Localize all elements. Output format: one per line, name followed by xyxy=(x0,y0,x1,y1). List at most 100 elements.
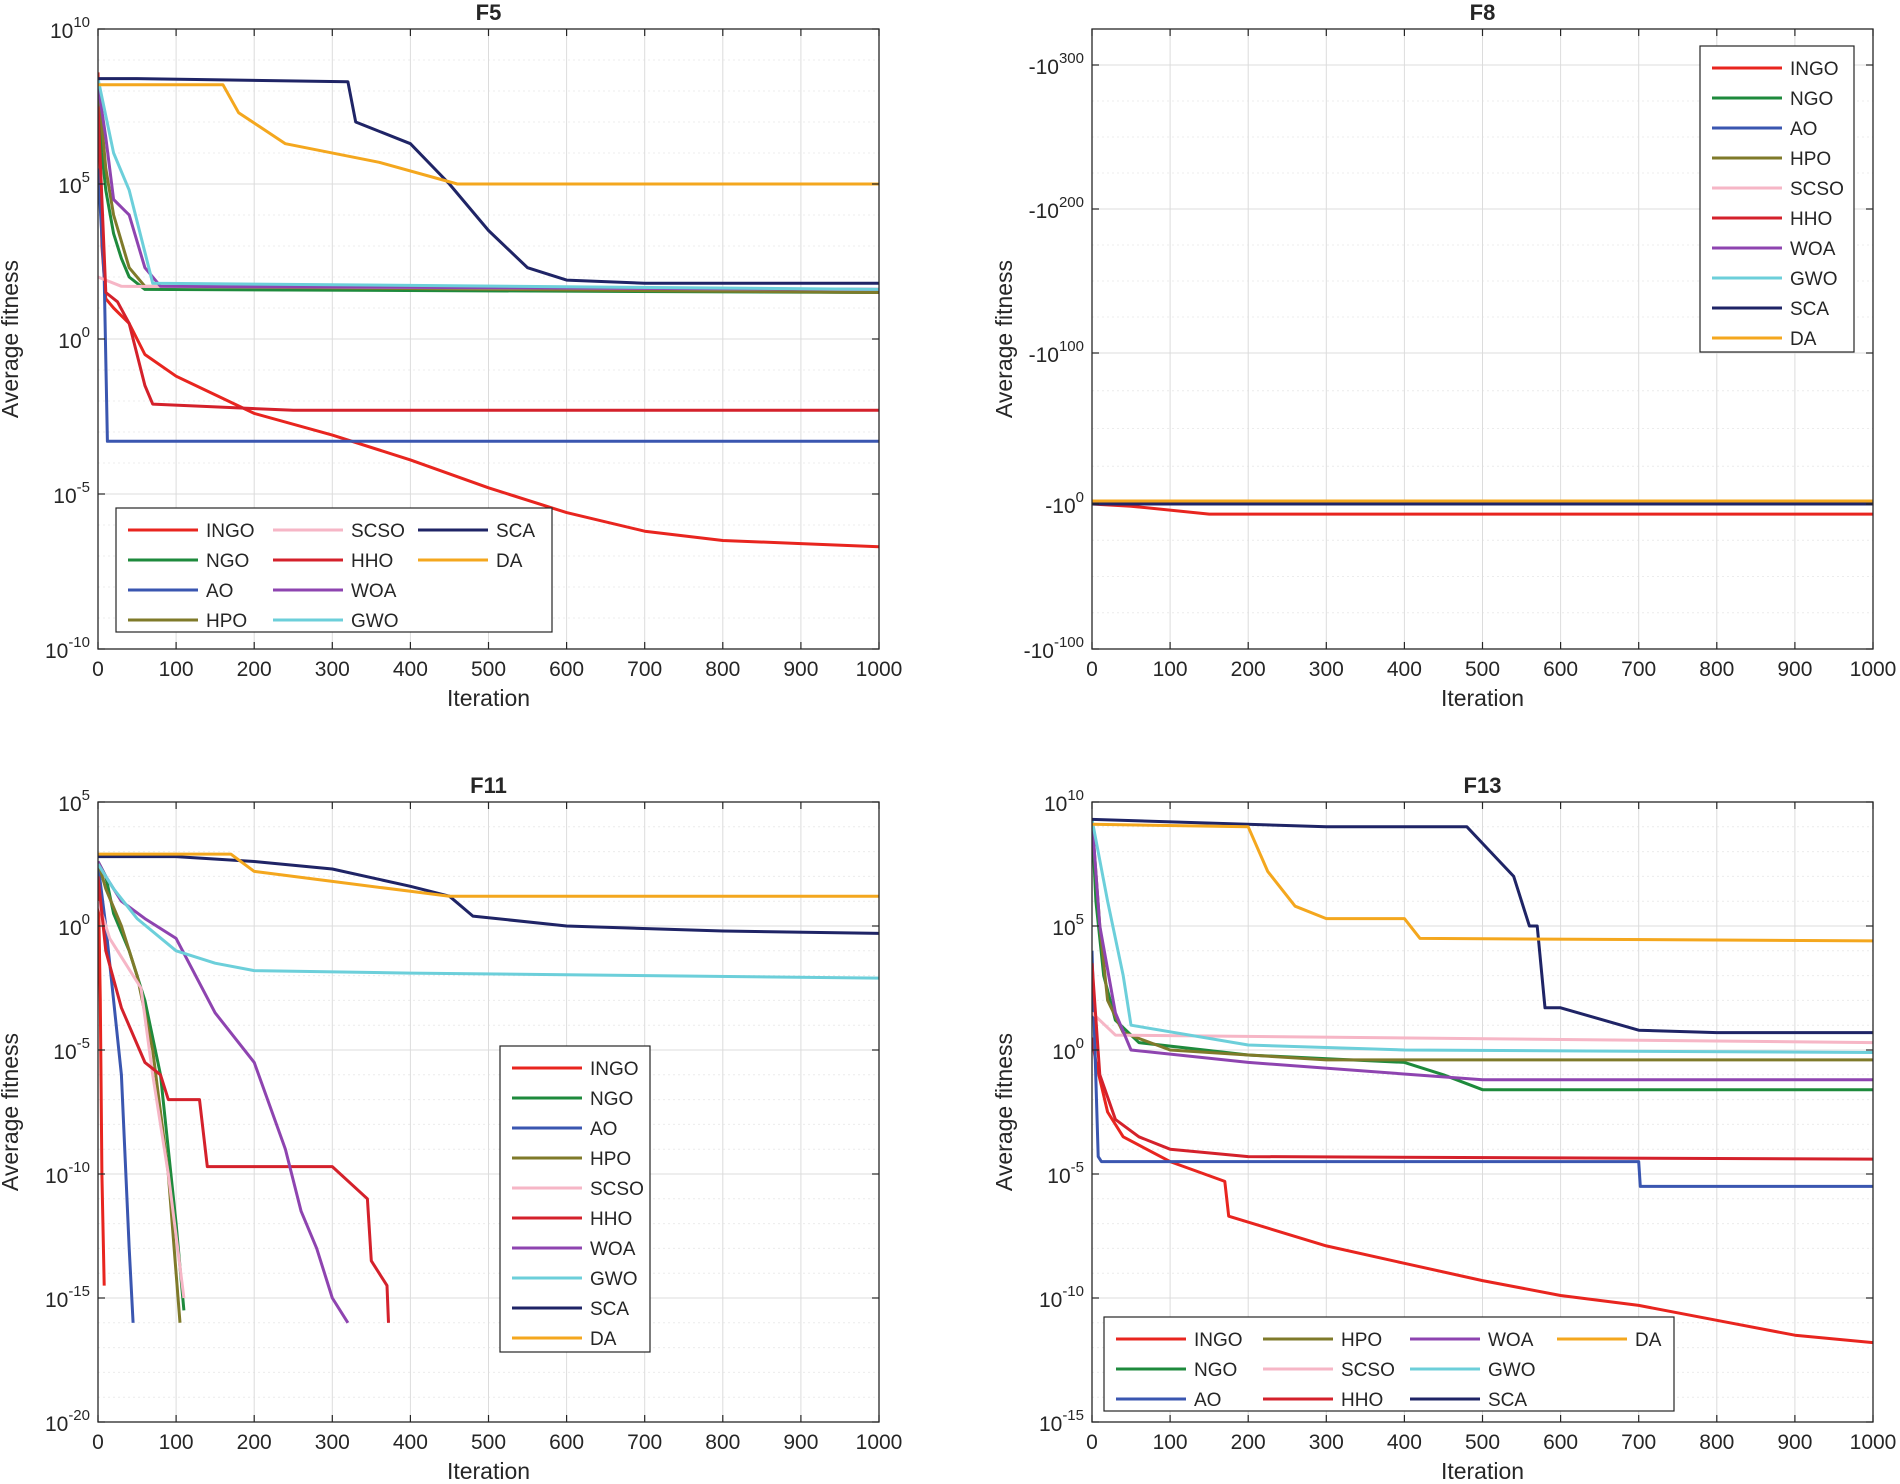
y-tick-label: -10100 xyxy=(1029,338,1084,367)
legend: INGO NGO AO HPO SCSO HHO WOA GWO SCA DA xyxy=(1699,45,1855,353)
legend-item-sca: SCA xyxy=(512,1299,629,1320)
legend-label: DA xyxy=(1635,1330,1662,1351)
series-line-ingo xyxy=(98,72,879,549)
y-tick-label: 10-5 xyxy=(53,1035,90,1064)
legend-label: GWO xyxy=(1790,269,1838,290)
legend-item-ngo: NGO xyxy=(1712,89,1833,110)
series-group xyxy=(1092,499,1873,516)
x-tick-label: 600 xyxy=(549,658,584,681)
series-line-woa xyxy=(98,84,879,291)
legend-label: WOA xyxy=(351,581,397,602)
series-line-woa xyxy=(1092,819,1873,1082)
x-tick-label: 100 xyxy=(1153,1431,1188,1454)
legend-item-da: DA xyxy=(1557,1330,1662,1351)
chart-title: F8 xyxy=(1470,0,1496,25)
y-axis-label: Average fitness xyxy=(991,260,1017,418)
y-tick-label: -10-100 xyxy=(1024,634,1084,663)
chart-title: F5 xyxy=(476,0,502,25)
legend-label: GWO xyxy=(1488,1360,1536,1381)
legend-item-scso: SCSO xyxy=(512,1179,644,1200)
series-line-hho xyxy=(98,106,879,412)
x-tick-label: 600 xyxy=(1543,658,1578,681)
legend-item-da: DA xyxy=(512,1329,617,1350)
legend-item-ngo: NGO xyxy=(1116,1360,1237,1381)
series-line-gwo xyxy=(98,863,879,980)
legend-label: SCSO xyxy=(1790,179,1844,200)
legend: INGO NGO AO HPO SCSO HHO WOA GWO SCA DA xyxy=(1103,1316,1675,1412)
y-tick-label: -100 xyxy=(1045,489,1084,518)
legend-item-sca: SCA xyxy=(418,521,535,542)
y-tick-label: 10-5 xyxy=(53,479,90,508)
x-tick-label: 0 xyxy=(92,1431,104,1454)
x-tick-label: 900 xyxy=(1777,1431,1812,1454)
legend-label: NGO xyxy=(590,1089,633,1110)
legend-item-scso: SCSO xyxy=(1263,1360,1395,1381)
legend-item-da: DA xyxy=(1712,329,1817,350)
legend-box xyxy=(115,507,553,633)
x-tick-label: 300 xyxy=(315,658,350,681)
legend-label: INGO xyxy=(1790,59,1839,80)
legend-label: HHO xyxy=(1341,1390,1383,1411)
legend-label: DA xyxy=(496,551,523,572)
legend-item-woa: WOA xyxy=(273,581,397,602)
series-line-ao xyxy=(1092,950,1873,1188)
legend-label: GWO xyxy=(590,1269,638,1290)
x-tick-label: 900 xyxy=(783,1431,818,1454)
legend-label: HPO xyxy=(590,1149,631,1170)
legend-item-ngo: NGO xyxy=(512,1089,633,1110)
x-tick-label: 500 xyxy=(471,658,506,681)
legend-label: SCA xyxy=(1790,299,1829,320)
series-line-da xyxy=(98,852,879,898)
y-tick-label: 100 xyxy=(58,324,90,353)
legend-item-ingo: INGO xyxy=(1116,1330,1243,1351)
x-tick-label: 1000 xyxy=(1850,658,1897,681)
x-tick-label: 1000 xyxy=(856,1431,903,1454)
series-line-sca xyxy=(98,77,879,285)
series-line-ao xyxy=(98,863,135,1323)
legend-item-gwo: GWO xyxy=(1712,269,1838,290)
legend-label: SCSO xyxy=(590,1179,644,1200)
x-tick-label: 100 xyxy=(159,658,194,681)
series-line-gwo xyxy=(1092,819,1873,1054)
legend-label: NGO xyxy=(206,551,249,572)
series-line-sca xyxy=(1092,817,1873,1035)
x-tick-label: 1000 xyxy=(856,658,903,681)
x-tick-label: 700 xyxy=(1621,658,1656,681)
x-tick-label: 300 xyxy=(315,1431,350,1454)
legend-item-ao: AO xyxy=(128,581,233,602)
legend-label: NGO xyxy=(1194,1360,1237,1381)
x-tick-label: 800 xyxy=(1699,658,1734,681)
x-axis-label: Iteration xyxy=(1441,1458,1524,1484)
legend-label: INGO xyxy=(1194,1330,1243,1351)
legend-label: HPO xyxy=(1341,1330,1382,1351)
series-group xyxy=(1092,817,1873,1345)
x-tick-label: 0 xyxy=(1086,658,1098,681)
y-tick-label: 10-10 xyxy=(1039,1283,1084,1312)
legend-item-hpo: HPO xyxy=(128,611,247,632)
legend-label: WOA xyxy=(1488,1330,1534,1351)
legend-item-da: DA xyxy=(418,551,523,572)
legend-item-woa: WOA xyxy=(1410,1330,1534,1351)
legend-item-ao: AO xyxy=(512,1119,617,1140)
y-tick-label: 10-5 xyxy=(1047,1159,1084,1188)
chart-title: F11 xyxy=(470,773,507,798)
y-axis-label: Average fitness xyxy=(0,260,23,418)
x-tick-label: 700 xyxy=(1621,1431,1656,1454)
y-tick-label: 100 xyxy=(58,911,90,940)
y-tick-label: 105 xyxy=(58,169,90,198)
y-tick-label: 105 xyxy=(1052,911,1084,940)
x-axis-label: Iteration xyxy=(1441,685,1524,711)
legend-label: HHO xyxy=(590,1209,632,1230)
legend-item-gwo: GWO xyxy=(273,611,399,632)
legend-label: SCA xyxy=(1488,1390,1527,1411)
x-tick-label: 600 xyxy=(549,1431,584,1454)
legend-label: DA xyxy=(590,1329,617,1350)
legend-box xyxy=(1103,1316,1675,1412)
y-axis-label: Average fitness xyxy=(991,1033,1017,1191)
x-tick-label: 900 xyxy=(1777,658,1812,681)
series-line-gwo xyxy=(98,78,879,291)
x-tick-label: 800 xyxy=(705,658,740,681)
legend-item-gwo: GWO xyxy=(512,1269,638,1290)
x-tick-label: 400 xyxy=(1387,1431,1422,1454)
legend-item-sca: SCA xyxy=(1410,1390,1527,1411)
